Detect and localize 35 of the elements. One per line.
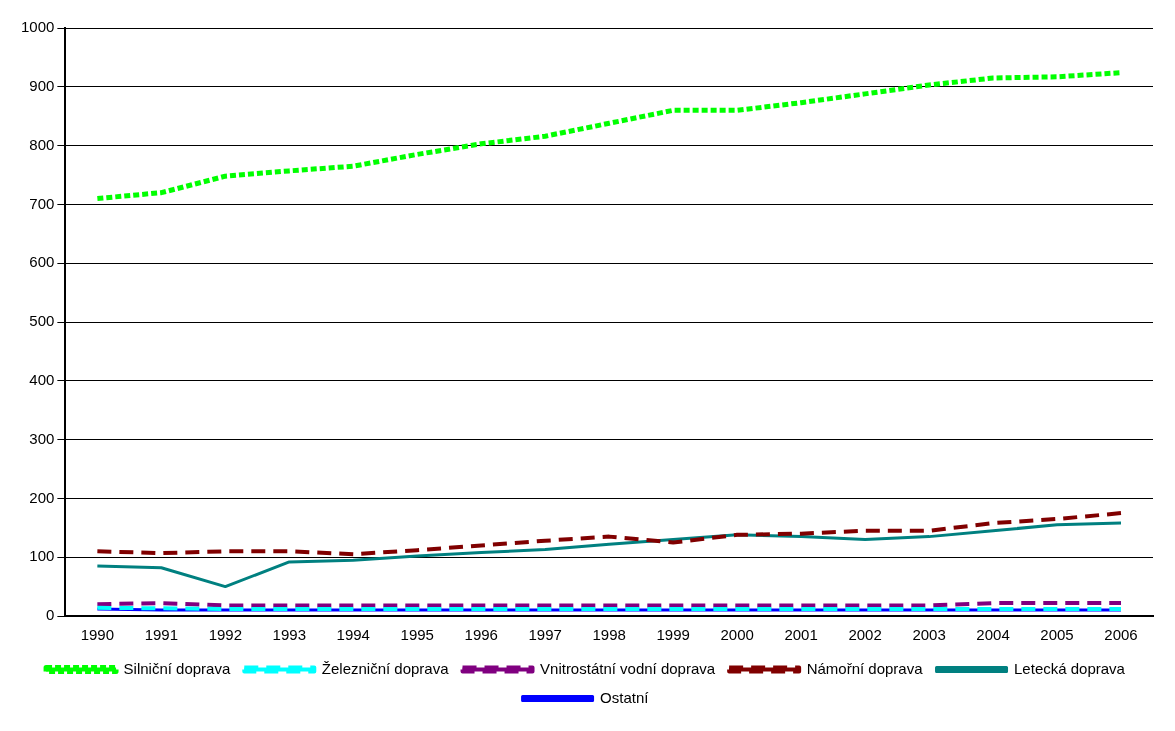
x-tick-label: 1991 bbox=[144, 626, 179, 644]
y-tick-label: 400 bbox=[29, 370, 55, 388]
y-tick-label: 500 bbox=[29, 312, 55, 330]
x-tick-label: 2006 bbox=[1104, 626, 1138, 644]
legend-label: Letecká doprava bbox=[1014, 659, 1126, 677]
x-tick-label: 1993 bbox=[272, 626, 306, 644]
x-tick-label: 1994 bbox=[336, 626, 370, 644]
legend-label: Ostatní bbox=[600, 688, 650, 706]
x-tick-label: 2001 bbox=[784, 626, 818, 644]
x-tick-label: 1995 bbox=[400, 626, 434, 644]
x-tick-label: 1992 bbox=[208, 626, 242, 644]
legend-label: Námořní doprava bbox=[806, 659, 924, 677]
x-tick-label: 1996 bbox=[464, 626, 498, 644]
x-tick-label: 1990 bbox=[80, 626, 115, 644]
x-tick-label: 2005 bbox=[1040, 626, 1074, 644]
legend-label: Železniční doprava bbox=[321, 659, 450, 677]
y-tick-label: 600 bbox=[29, 253, 55, 271]
y-tick-label: 200 bbox=[29, 488, 55, 506]
x-tick-label: 2000 bbox=[720, 626, 754, 644]
legend-label: Vnitrostátní vodní doprava bbox=[540, 659, 716, 677]
x-tick-label: 2003 bbox=[912, 626, 946, 644]
x-tick-label: 1997 bbox=[528, 626, 562, 644]
y-tick-label: 300 bbox=[29, 429, 55, 447]
y-tick-label: 800 bbox=[29, 135, 55, 153]
y-tick-label: 1000 bbox=[20, 18, 55, 36]
legend-label: Silniční doprava bbox=[123, 659, 231, 677]
y-tick-label: 0 bbox=[46, 606, 55, 624]
y-tick-label: 900 bbox=[29, 76, 55, 94]
x-tick-label: 1999 bbox=[656, 626, 690, 644]
y-tick-label: 700 bbox=[29, 194, 55, 212]
x-tick-label: 2004 bbox=[976, 626, 1010, 644]
y-tick-label: 100 bbox=[29, 547, 55, 565]
x-tick-label: 2002 bbox=[848, 626, 882, 644]
line-series bbox=[95, 511, 1124, 557]
x-tick-label: 1998 bbox=[592, 626, 626, 644]
